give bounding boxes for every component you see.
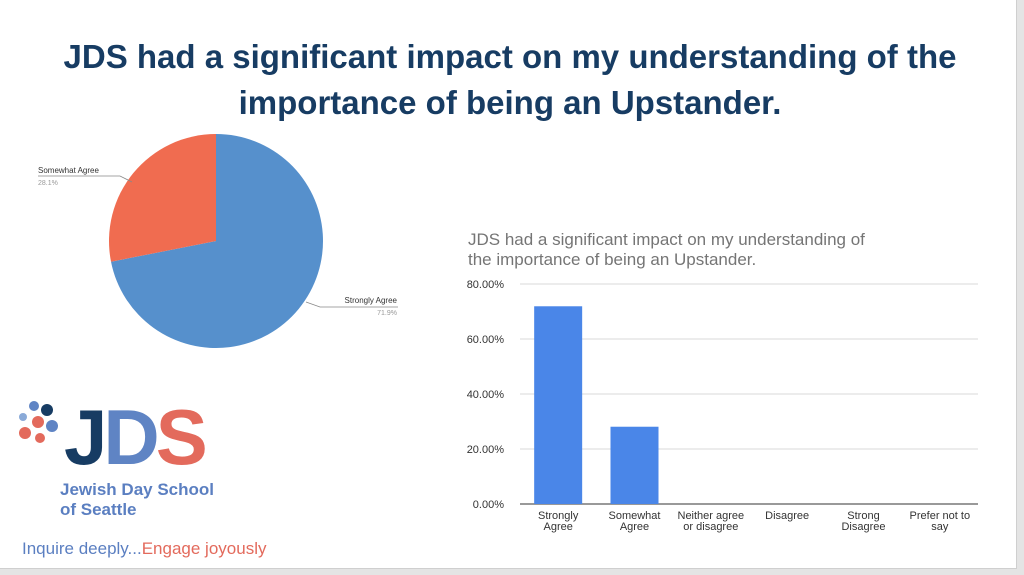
logo-wordmark: JDS (64, 398, 208, 476)
pie-chart: Strongly Agree 71.9% Somewhat Agree 28.1% (20, 125, 420, 365)
x-tick-label: or disagree (683, 521, 738, 533)
pie-slice (111, 134, 323, 348)
pie-label: Somewhat Agree (38, 166, 99, 175)
y-tick-label: 0.00% (473, 499, 504, 511)
pie-leader-line (305, 301, 398, 308)
bar-chart-title: the importance of being an Upstander. (468, 250, 756, 269)
x-tick-label: Strong (847, 510, 879, 522)
pie-chart-svg: Strongly Agree 71.9% Somewhat Agree 28.1% (38, 134, 398, 348)
x-tick-label: Disagree (765, 510, 809, 522)
x-tick-label: Neither agree (678, 510, 745, 522)
x-tick-label: Disagree (841, 521, 885, 533)
tagline: Inquire deeply...Engage joyously (22, 539, 266, 559)
bar (610, 426, 659, 504)
x-tick-label: Agree (543, 521, 572, 533)
x-tick-label: Agree (620, 521, 649, 533)
slide-title: JDS had a significant impact on my under… (63, 38, 957, 121)
x-tick-label: Somewhat (609, 510, 661, 522)
pie-leader-line (38, 175, 133, 183)
bar-chart-title: JDS had a significant impact on my under… (468, 230, 865, 249)
y-tick-label: 40.00% (467, 389, 505, 401)
school-logo: JDS Jewish Day School of Seattle (14, 398, 234, 568)
pie-slice (109, 134, 216, 262)
x-tick-label: say (931, 521, 949, 533)
x-tick-label: Prefer not to (910, 510, 971, 522)
pie-label-value: 71.9% (377, 310, 397, 317)
x-tick-label: Strongly (538, 510, 579, 522)
bar-chart: JDS had a significant impact on my under… (458, 220, 998, 565)
y-tick-label: 60.00% (467, 334, 505, 346)
tagline-part-2: Engage joyously (141, 539, 267, 558)
y-tick-label: 20.00% (467, 444, 505, 456)
logo-letter-d: D (103, 393, 159, 481)
logo-name-line-2: of Seattle (60, 500, 137, 519)
bar-chart-svg: JDS had a significant impact on my under… (467, 230, 978, 533)
pie-label-value: 28.1% (38, 180, 58, 187)
logo-dots-icon (19, 401, 58, 443)
tagline-part-1: Inquire deeply... (22, 539, 142, 558)
pie-label: Strongly Agree (345, 296, 398, 305)
y-tick-label: 80.00% (467, 279, 505, 291)
logo-school-name: Jewish Day School of Seattle (60, 480, 214, 520)
logo-name-line-1: Jewish Day School (60, 480, 214, 499)
logo-letter-s: S (155, 393, 208, 481)
logo-letter-j: J (64, 393, 107, 481)
bar (534, 306, 583, 504)
